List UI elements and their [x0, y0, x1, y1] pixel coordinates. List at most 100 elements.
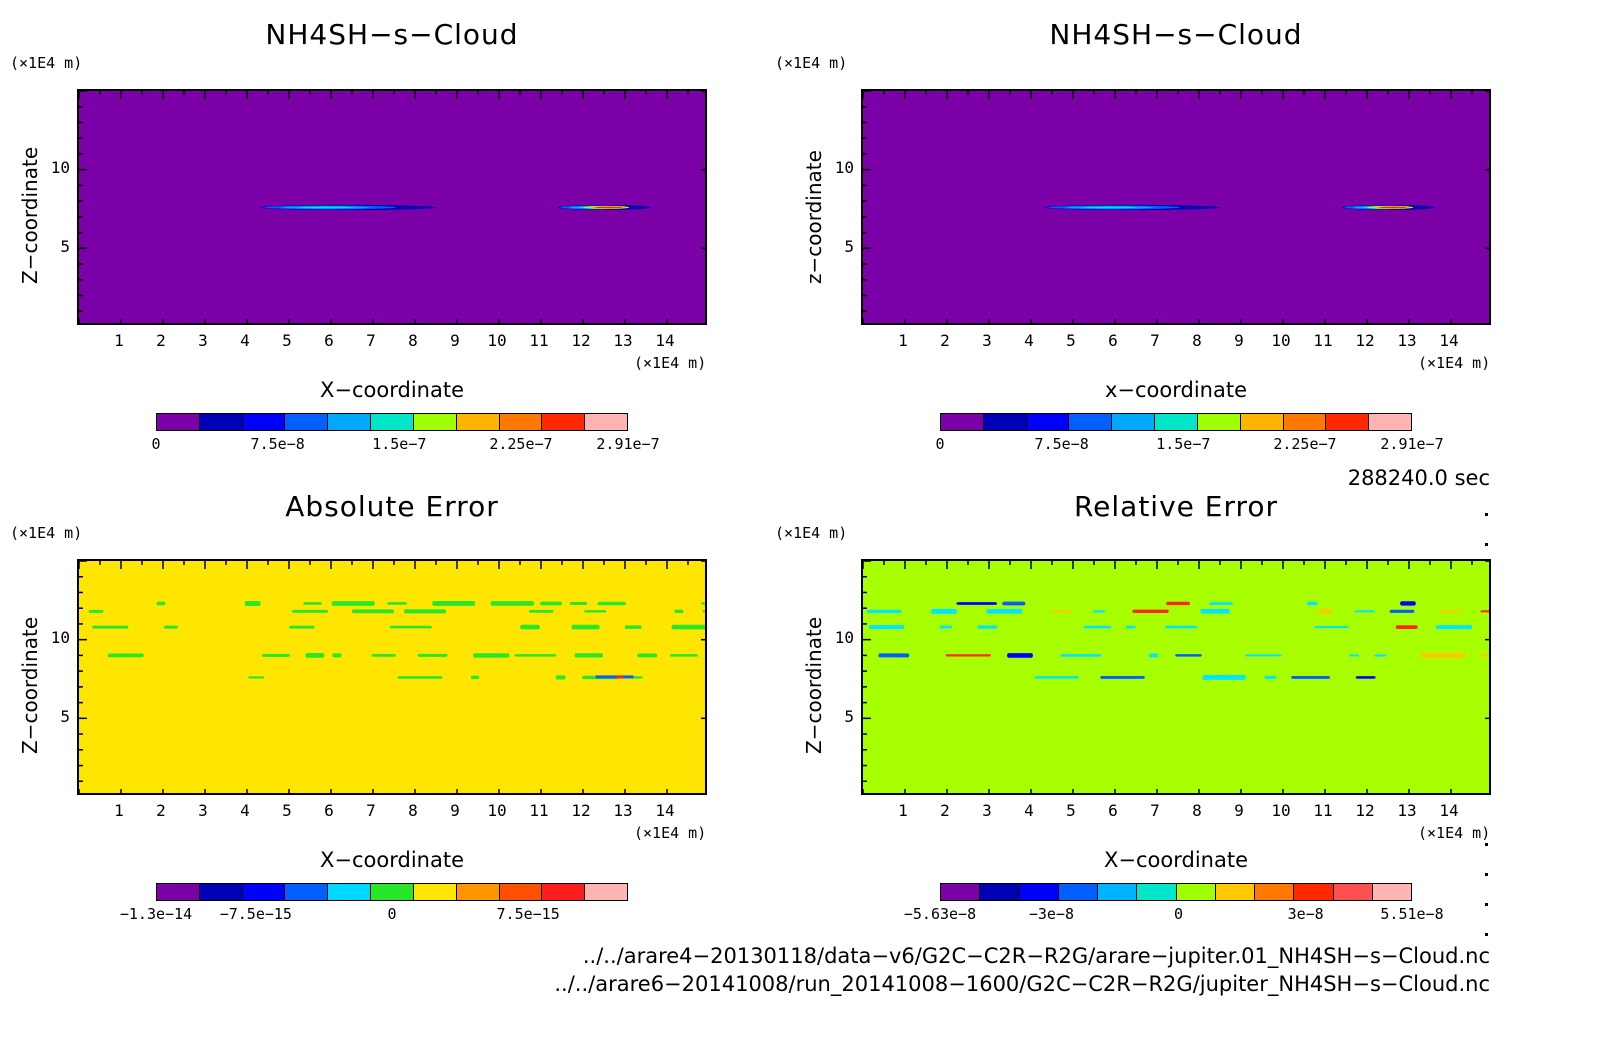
error-blotch: [702, 610, 705, 613]
x-tick-label: 14: [1439, 331, 1459, 350]
cloud-band: [1341, 204, 1435, 211]
x-tick-label: 8: [1192, 331, 1202, 350]
panel-title: Absolute Error: [285, 490, 499, 523]
colorbar-segment: [242, 884, 286, 900]
error-blotch: [1374, 654, 1387, 657]
error-blotch: [1092, 610, 1106, 613]
error-blotch: [261, 653, 291, 657]
colorbar-label: −7.5e−15: [219, 905, 292, 923]
colorbar-segment: [413, 414, 457, 430]
colorbar-label: −5.63e−8: [903, 905, 977, 923]
x-tick-label: 11: [529, 801, 549, 820]
error-blotch: [291, 609, 329, 613]
error-blotch: [1245, 654, 1282, 657]
colorbar: [156, 413, 628, 431]
colorbar-label: 1.5e−7: [1156, 435, 1211, 453]
colorbar-segment: [1372, 884, 1411, 900]
error-blotch: [1354, 610, 1375, 613]
y-tick: 5: [60, 237, 70, 256]
error-blotch: [389, 625, 432, 629]
x-tick-label: 1: [898, 331, 908, 350]
error-blotch: [520, 624, 540, 630]
colorbar-segment: [1215, 884, 1255, 900]
x-unit-label: (×1E4 m): [1418, 354, 1491, 372]
y-unit-label: (×1E4 m): [775, 524, 848, 542]
error-blotch: [1100, 675, 1145, 679]
error-blotch: [289, 625, 315, 629]
colorbar-segment: [499, 884, 543, 900]
x-tick-label: 6: [1108, 801, 1118, 820]
colorbar-segment: [413, 884, 457, 900]
error-blotch: [597, 601, 626, 606]
colorbar-segment: [542, 414, 586, 430]
heatmap-svg: [79, 561, 705, 793]
error-blotch: [244, 601, 261, 606]
x-tick-label: 1: [898, 801, 908, 820]
colorbar-label: 7.5e−8: [1034, 435, 1089, 453]
error-blotch: [331, 601, 375, 606]
x-tick-label: 9: [1234, 331, 1244, 350]
x-tick-label: 8: [408, 801, 418, 820]
error-blotch: [1395, 625, 1418, 629]
error-blotch: [1165, 625, 1197, 629]
heatmap-svg: [863, 561, 1489, 793]
y-unit-label: (×1E4 m): [10, 54, 83, 72]
error-blotch: [1051, 610, 1073, 613]
error-blotch: [1125, 625, 1136, 629]
x-tick-label: 7: [366, 331, 376, 350]
colorbar-segment: [456, 884, 500, 900]
error-blotch: [1200, 609, 1230, 614]
error-blotch: [1420, 653, 1466, 658]
cloud-band: [259, 204, 436, 211]
error-blotch: [986, 609, 1023, 614]
colorbar-segment: [1333, 884, 1373, 900]
error-blotch: [473, 653, 510, 658]
x-tick-label: 1: [114, 801, 124, 820]
error-blotch: [931, 608, 957, 614]
error-blotch: [404, 609, 447, 614]
error-blotch: [595, 675, 634, 679]
error-blotch: [92, 625, 129, 629]
decorative-dot: [1485, 933, 1488, 936]
x-tick-label: 5: [282, 331, 292, 350]
y-axis-label: z−coordinate: [802, 150, 826, 284]
decorative-dot: [1485, 873, 1488, 876]
y-tick: 5: [844, 237, 854, 256]
colorbar-segment: [1155, 414, 1198, 430]
error-blotch: [1175, 654, 1202, 657]
colorbar-label: 5.51e−8: [1380, 905, 1444, 923]
x-tick-label: 12: [1355, 331, 1375, 350]
x-tick-label: 5: [1066, 331, 1076, 350]
x-tick-label: 8: [408, 331, 418, 350]
x-unit-label: (×1E4 m): [1418, 824, 1491, 842]
error-blotch: [1435, 625, 1473, 630]
colorbar-segment: [1058, 884, 1098, 900]
error-blotch: [514, 654, 557, 657]
x-tick-label: 3: [198, 331, 208, 350]
colorbar-segment: [1283, 414, 1327, 430]
y-axis-label: Z−coordinate: [18, 616, 42, 754]
heatmap-plot-cloud-2: [861, 89, 1491, 325]
error-blotch: [1307, 601, 1318, 606]
x-tick-label: 5: [282, 801, 292, 820]
x-tick-label: 14: [655, 331, 675, 350]
x-tick-label: 8: [1192, 801, 1202, 820]
colorbar-segment: [1069, 414, 1113, 430]
colorbar-segment: [371, 414, 414, 430]
error-blotch: [397, 676, 443, 679]
decorative-dot: [1485, 543, 1488, 546]
error-blotch: [671, 624, 705, 630]
error-blotch: [1318, 609, 1333, 614]
x-tick-label: 7: [366, 801, 376, 820]
colorbar-segment: [1294, 884, 1334, 900]
error-blotch: [1007, 653, 1033, 658]
error-blotch: [1389, 609, 1415, 613]
error-blotch: [1439, 610, 1462, 613]
x-tick-label: 12: [571, 331, 591, 350]
x-tick-label: 10: [487, 801, 507, 820]
colorbar-segment: [328, 884, 372, 900]
error-blotch: [945, 654, 991, 657]
error-blotch: [371, 654, 396, 657]
error-blotch: [956, 602, 997, 605]
panel-title: Relative Error: [1073, 490, 1279, 523]
